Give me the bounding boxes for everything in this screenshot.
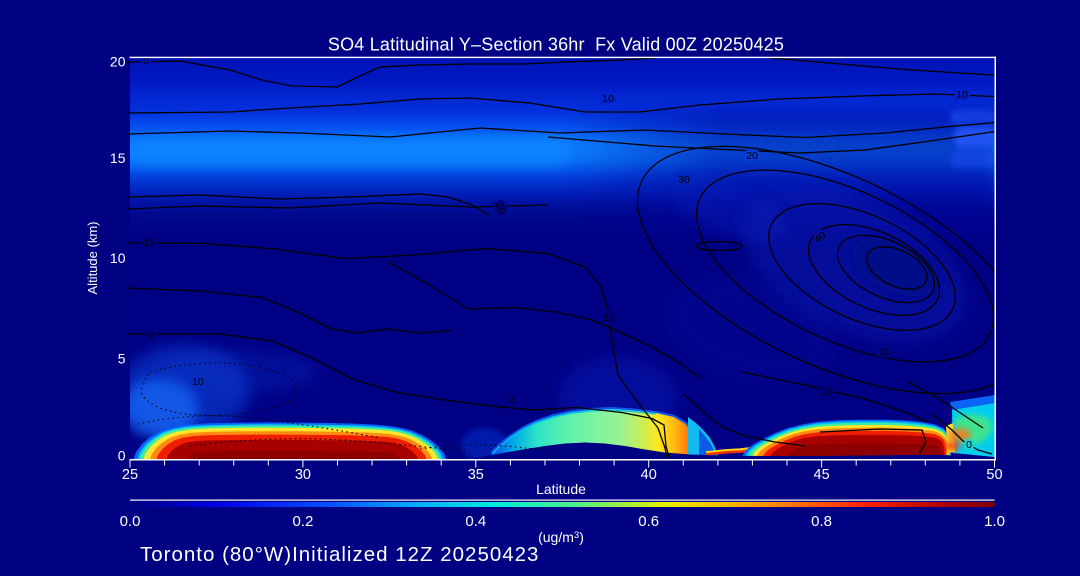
svg-text:SO4 Latitudinal Y–Section 36hr: SO4 Latitudinal Y–Section 36hr Fx Valid … xyxy=(328,35,784,55)
svg-text:0: 0 xyxy=(143,55,149,67)
svg-text:35: 35 xyxy=(468,467,484,483)
svg-text:30: 30 xyxy=(295,467,311,483)
svg-text:0: 0 xyxy=(148,329,154,341)
svg-text:10: 10 xyxy=(603,312,615,324)
svg-text:50: 50 xyxy=(986,467,1002,483)
svg-text:10: 10 xyxy=(956,89,968,101)
svg-text:15: 15 xyxy=(110,150,126,166)
svg-text:Altitude (km): Altitude (km) xyxy=(85,222,100,295)
svg-text:5: 5 xyxy=(118,351,126,367)
svg-text:20: 20 xyxy=(821,386,833,398)
svg-text:0.4: 0.4 xyxy=(465,513,486,530)
svg-text:45: 45 xyxy=(814,467,830,483)
svg-text:0.8: 0.8 xyxy=(811,513,832,530)
svg-text:40: 40 xyxy=(641,467,657,483)
svg-text:30: 30 xyxy=(879,346,891,358)
svg-text:0: 0 xyxy=(508,394,514,406)
svg-text:10: 10 xyxy=(192,376,204,388)
svg-text:30: 30 xyxy=(678,174,690,186)
svg-text:25: 25 xyxy=(122,467,138,483)
svg-text:10: 10 xyxy=(110,250,126,266)
svg-text:10: 10 xyxy=(143,237,155,249)
svg-text:10: 10 xyxy=(602,93,614,105)
svg-text:0.6: 0.6 xyxy=(638,513,659,530)
svg-text:20: 20 xyxy=(746,150,758,162)
svg-text:20: 20 xyxy=(110,53,126,69)
svg-text:Toronto (80°W)Initialized 12Z: Toronto (80°W)Initialized 12Z 20250423 xyxy=(140,543,539,566)
svg-text:0: 0 xyxy=(118,448,126,464)
svg-text:Latitude: Latitude xyxy=(536,481,586,497)
svg-text:(ug/m3): (ug/m3) xyxy=(538,529,584,545)
svg-text:0.2: 0.2 xyxy=(292,513,313,530)
svg-text:1.0: 1.0 xyxy=(984,513,1005,530)
svg-text:0.0: 0.0 xyxy=(120,513,141,530)
svg-text:0: 0 xyxy=(966,439,972,451)
